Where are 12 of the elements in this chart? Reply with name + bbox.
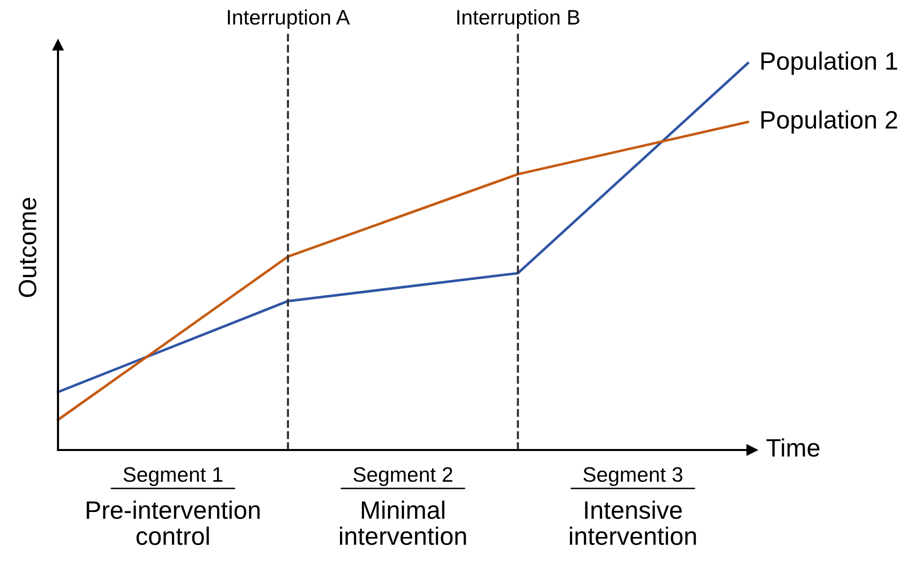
text: Minimal intervention [340,500,466,546]
x-axis-title: Time [766,438,820,457]
text: Pre-intervention control [86,500,260,546]
text: Segment 2 [354,467,452,486]
text: Segment 3 [583,467,682,486]
text: Intensive intervention [570,500,696,546]
series-label: Population 2 [761,110,898,134]
text: Interruption B [457,9,580,29]
y-axis-title: Outcome [18,198,36,298]
series-label: Population 1 [761,52,898,75]
text: Segment 1 [124,467,222,486]
text: Interruption A [228,9,350,29]
